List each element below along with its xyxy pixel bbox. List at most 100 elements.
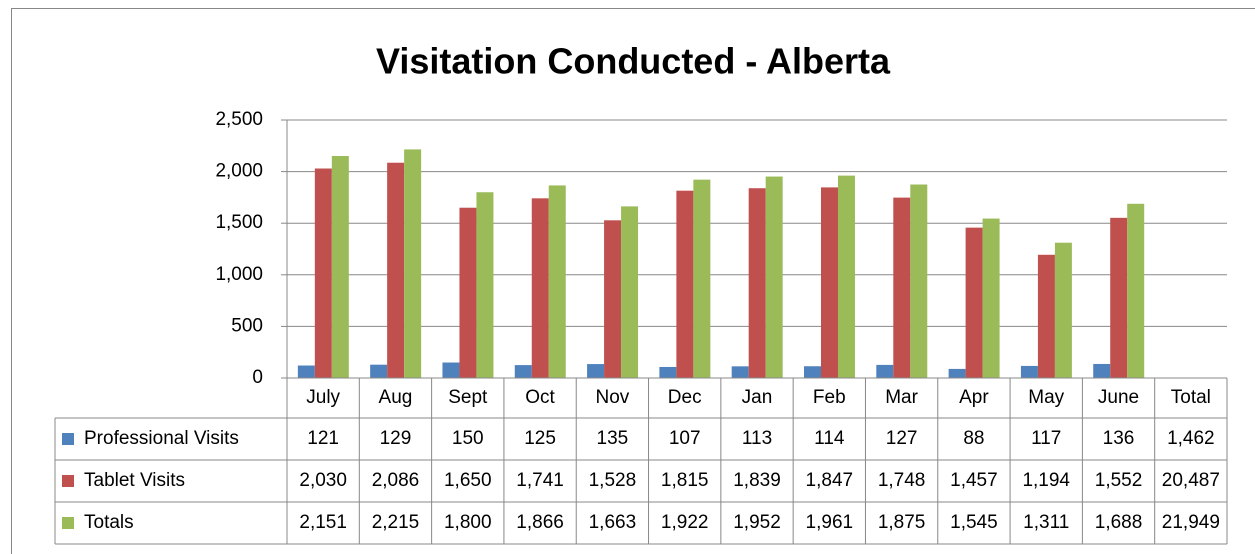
table-cell: 129 <box>380 428 412 449</box>
legend-key <box>62 475 74 487</box>
table-cell: 1,815 <box>661 470 709 491</box>
x-tick-label: Mar <box>885 387 918 408</box>
table-cell: 1,663 <box>589 512 637 533</box>
table-cell: 150 <box>452 428 484 449</box>
table-cell: 1,552 <box>1095 470 1143 491</box>
table-total-cell: 20,487 <box>1162 470 1220 491</box>
bar <box>765 176 783 378</box>
table-cell: 1,194 <box>1022 470 1070 491</box>
table-cell: 1,650 <box>444 470 492 491</box>
table-cell: 1,457 <box>950 470 998 491</box>
bar <box>693 179 711 378</box>
bar <box>948 368 966 378</box>
bar <box>1054 242 1072 378</box>
table-cell: 117 <box>1031 428 1061 449</box>
bar <box>731 366 749 378</box>
bar <box>982 218 1000 378</box>
legend-label: Tablet Visits <box>84 470 185 491</box>
x-tick-label: Jan <box>742 387 773 408</box>
x-tick-label: Aug <box>379 387 413 408</box>
table-cell: 1,866 <box>516 512 564 533</box>
bar <box>1020 365 1038 378</box>
bar <box>676 190 694 378</box>
bar <box>404 149 422 378</box>
table-cell: 1,952 <box>733 512 781 533</box>
table-cell: 1,839 <box>733 470 781 491</box>
y-tick-label: 1,000 <box>215 264 263 285</box>
bar <box>893 197 911 378</box>
table-cell: 136 <box>1103 428 1135 449</box>
y-tick-label: 2,500 <box>215 109 263 130</box>
x-tick-label: May <box>1028 387 1064 408</box>
bar <box>748 188 766 378</box>
bar <box>1127 203 1145 378</box>
x-tick-label: Nov <box>595 387 629 408</box>
bar <box>459 207 477 378</box>
table-cell: 1,688 <box>1095 512 1143 533</box>
table-cell: 1,528 <box>589 470 637 491</box>
y-tick-label: 0 <box>252 367 263 388</box>
bar <box>370 364 388 378</box>
table-cell: 2,086 <box>372 470 420 491</box>
table-cell: 1,545 <box>950 512 998 533</box>
bar <box>587 364 605 378</box>
table-cell: 1,741 <box>516 470 564 491</box>
bar <box>804 366 821 378</box>
legend-key <box>62 517 74 529</box>
bar <box>604 220 622 378</box>
table-cell: 121 <box>307 428 339 449</box>
table-cell: 1,311 <box>1023 512 1069 533</box>
bar <box>1037 254 1055 378</box>
table-total-cell: 1,462 <box>1167 428 1215 449</box>
bar <box>1110 217 1128 378</box>
bar <box>531 198 549 378</box>
x-tick-label: June <box>1098 387 1139 408</box>
table-cell: 127 <box>886 428 918 449</box>
bar <box>820 187 838 378</box>
legend-label: Professional Visits <box>84 428 239 449</box>
bar <box>514 365 532 378</box>
x-tick-label: Feb <box>813 387 846 408</box>
table-cell: 135 <box>597 428 629 449</box>
y-tick-label: 2,000 <box>215 161 263 182</box>
table-cell: 1,847 <box>806 470 854 491</box>
bar <box>965 227 983 378</box>
bar <box>314 168 332 378</box>
bar <box>548 185 566 378</box>
bar <box>659 366 677 378</box>
bar <box>297 365 315 378</box>
bar <box>910 184 928 378</box>
table-total-cell: 21,949 <box>1162 512 1220 533</box>
table-cell: 1,922 <box>661 512 709 533</box>
bar <box>331 156 349 378</box>
legend-key <box>62 433 74 445</box>
x-tick-label: July <box>306 387 340 408</box>
bar <box>387 162 405 378</box>
table-cell: 2,030 <box>299 470 347 491</box>
table-cell: 114 <box>814 428 845 449</box>
table-cell: 125 <box>524 428 556 449</box>
table-total-header: Total <box>1171 387 1211 408</box>
table-cell: 2,151 <box>299 512 347 533</box>
table-cell: 1,961 <box>806 512 854 533</box>
bar <box>442 362 460 378</box>
y-tick-label: 500 <box>231 315 263 336</box>
table-cell: 88 <box>963 428 984 449</box>
x-tick-label: Sept <box>448 387 488 408</box>
table-cell: 1,748 <box>878 470 926 491</box>
table-cell: 113 <box>742 428 772 449</box>
chart-title: Visitation Conducted - Alberta <box>376 41 891 82</box>
table-cell: 1,800 <box>444 512 492 533</box>
table-cell: 107 <box>669 428 701 449</box>
bar <box>837 175 855 378</box>
bar <box>476 192 494 378</box>
table-cell: 1,875 <box>878 512 926 533</box>
bar <box>621 206 639 378</box>
bar <box>1093 363 1111 378</box>
table-cell: 2,215 <box>372 512 420 533</box>
bar <box>876 364 894 378</box>
legend-label: Totals <box>84 512 134 533</box>
x-tick-label: Oct <box>525 387 555 408</box>
x-tick-label: Apr <box>959 387 989 408</box>
